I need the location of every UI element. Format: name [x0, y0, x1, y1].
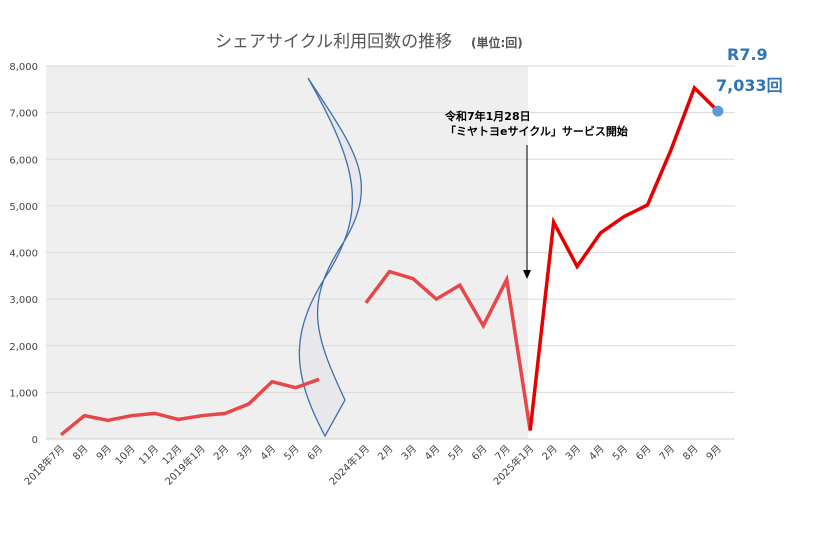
y-tick-label: 5,000 [9, 202, 38, 213]
x-tick-label: 11月 [136, 443, 161, 468]
x-tick-label: 2024年1月 [326, 442, 372, 488]
last-point-marker [712, 106, 723, 117]
x-tick-label: 4月 [422, 443, 442, 463]
y-tick-label: 2,000 [9, 342, 38, 353]
x-tick-label: 2025年1月 [490, 442, 536, 488]
x-tick-label: 10月 [113, 443, 138, 468]
x-tick-label: 5月 [446, 443, 466, 463]
x-tick-label: 3月 [563, 443, 583, 463]
x-tick-label: 9月 [94, 443, 114, 463]
x-tick-label: 3月 [399, 443, 419, 463]
x-tick-label: 4月 [587, 443, 607, 463]
series-line-3 [530, 88, 718, 431]
x-tick-label: 6月 [634, 443, 654, 463]
x-tick-label: 6月 [305, 443, 325, 463]
y-tick-label: 1,000 [9, 388, 38, 399]
x-tick-label: 2018年7月 [21, 442, 67, 488]
y-tick-label: 7,000 [9, 109, 38, 120]
annotation-line1: 令和7年1月28日 [444, 109, 531, 123]
y-tick-label: 0 [32, 435, 38, 446]
annotation-line2: 「ミヤトヨeサイクル」サービス開始 [445, 124, 628, 138]
last-point-date-label: R7.9 [727, 45, 768, 64]
x-tick-label: 5月 [282, 443, 302, 463]
x-tick-label: 8月 [680, 443, 700, 463]
x-tick-label: 2月 [211, 443, 231, 463]
x-tick-label: 7月 [657, 443, 677, 463]
x-tick-label: 2月 [540, 443, 560, 463]
x-tick-label: 7月 [493, 443, 513, 463]
y-tick-label: 4,000 [9, 249, 38, 260]
x-tick-label: 4月 [258, 443, 278, 463]
unit-label: (単位:回) [471, 35, 523, 50]
x-tick-label: 3月 [235, 443, 255, 463]
x-tick-label: 5月 [610, 443, 630, 463]
x-tick-label: 2月 [375, 443, 395, 463]
x-tick-label: 8月 [71, 443, 91, 463]
last-point-value-label: 7,033回 [716, 76, 783, 95]
x-tick-label: 6月 [469, 443, 489, 463]
x-tick-label: 9月 [704, 443, 724, 463]
y-tick-label: 8,000 [9, 62, 38, 73]
y-tick-label: 3,000 [9, 295, 38, 306]
y-tick-label: 6,000 [9, 155, 38, 166]
chart-title: シェアサイクル利用回数の推移 [215, 32, 452, 52]
